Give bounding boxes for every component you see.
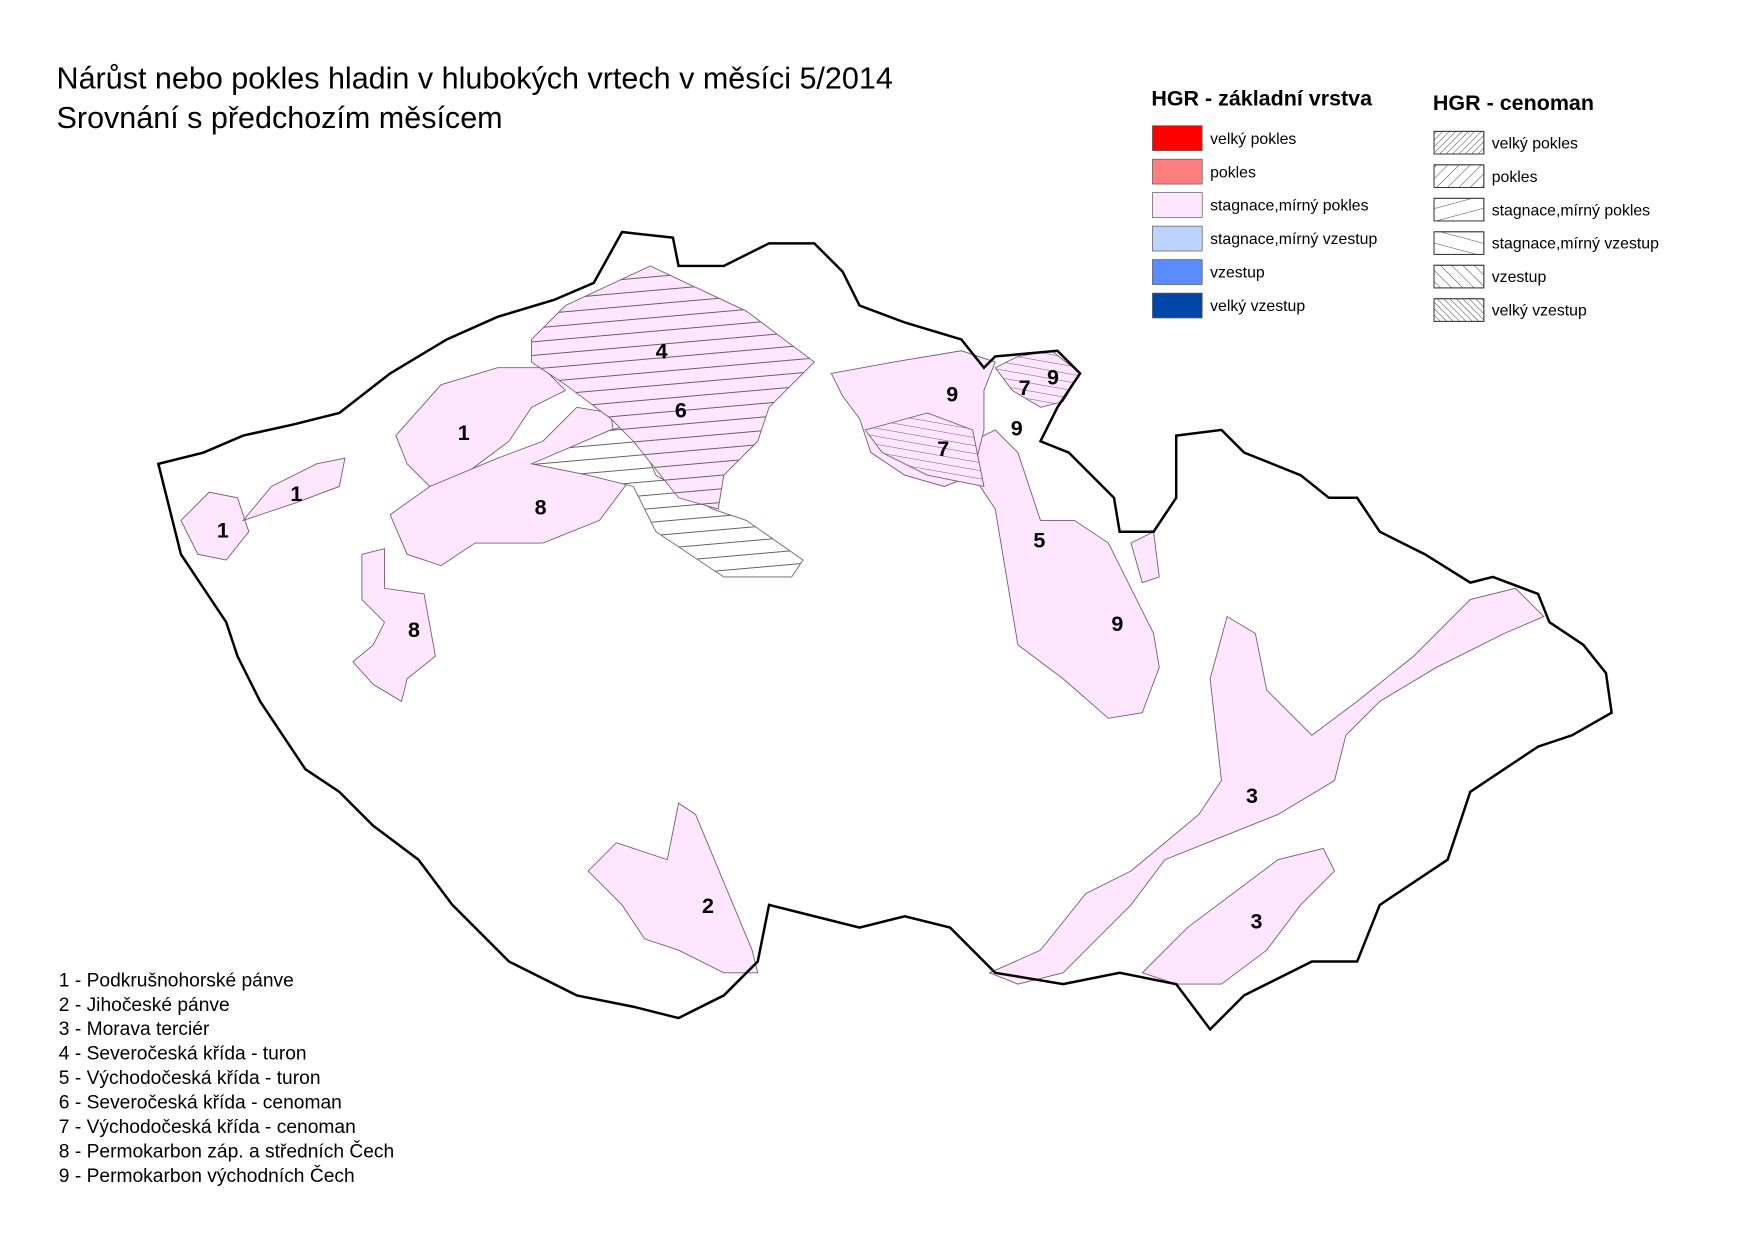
region-label: 9 (1011, 417, 1023, 441)
legend-label: pokles (1492, 169, 1538, 186)
region-label: 4 (656, 340, 668, 364)
region-label: 6 (675, 398, 687, 422)
country-border (156, 230, 1613, 1032)
legend-hatch (1433, 231, 1485, 255)
title: Nárůst nebo pokles hladin v hlubokých vr… (57, 61, 893, 95)
key-entry: 8 - Permokarbon záp. a středních Čech (59, 1140, 394, 1162)
region-label: 9 (1047, 366, 1059, 390)
legend-title: HGR - cenoman (1433, 91, 1594, 115)
legend-swatch (1152, 292, 1203, 319)
region-1 (241, 457, 346, 522)
key-entry: 9 - Permokarbon východních Čech (59, 1165, 355, 1187)
subtitle: Srovnání s předchozím měsícem (57, 101, 503, 135)
region-5 (972, 429, 1160, 719)
region-label: 7 (937, 437, 949, 461)
region-label: 3 (1246, 784, 1258, 808)
region-label: 2 (702, 894, 714, 918)
legend-swatch (1152, 259, 1203, 285)
legend-label: velký vzestup (1210, 298, 1305, 315)
map-regions (180, 265, 1545, 985)
region-2 (587, 802, 759, 974)
key-entry: 7 - Východočeská křída - cenoman (59, 1117, 356, 1138)
legend-hatch (1433, 264, 1485, 289)
region-label: 1 (458, 421, 470, 445)
region-label: 1 (290, 482, 302, 506)
legend-swatch (1152, 158, 1203, 185)
key-entry: 4 - Severočeská křída - turon (59, 1044, 307, 1065)
legend-swatch (1152, 192, 1203, 218)
legend-title: HGR - základní vrstva (1151, 86, 1373, 110)
region-1 (395, 367, 567, 487)
legend-hatch (1433, 298, 1485, 322)
region-3 (988, 587, 1545, 985)
key-entry: 1 - Podkrušnohorské pánve (59, 970, 294, 991)
dynamic-layer: velký pokles pokles stagnace,mírný pokles s… (59, 125, 1659, 1187)
legend-label: stagnace,mírný pokles (1492, 202, 1650, 219)
legend-label: pokles (1210, 164, 1256, 181)
legend-label: stagnace,mírný vzestup (1492, 236, 1659, 253)
legend-hatch (1433, 164, 1485, 188)
legend-swatch (1152, 125, 1203, 151)
key-entry: 6 - Severočeská křída - cenoman (59, 1093, 342, 1114)
region-3 (1141, 847, 1336, 985)
region-label: 7 (1019, 376, 1031, 400)
region-7 (864, 412, 985, 488)
legend-hatch (1433, 197, 1485, 222)
legend-label: stagnace,mírný vzestup (1210, 231, 1377, 248)
legend-label: stagnace,mírný pokles (1210, 198, 1368, 215)
region-label: 8 (535, 496, 547, 520)
region-label: 1 (217, 518, 229, 542)
key-entry: 3 - Morava terciér (59, 1019, 210, 1040)
legend-label: vzestup (1210, 265, 1265, 282)
legend-label: velký pokles (1492, 135, 1578, 152)
legend-swatch (1152, 225, 1203, 252)
region-8 (352, 548, 436, 703)
legend-label: velký vzestup (1492, 303, 1587, 320)
region-4-6 (531, 265, 815, 510)
region-label: 8 (408, 618, 420, 642)
region-label: 9 (1111, 612, 1123, 636)
key-entry: 2 - Jihočeské pánve (59, 995, 230, 1016)
legend-hatch (1433, 130, 1485, 155)
region-label: 9 (946, 383, 958, 407)
region-1 (180, 491, 250, 561)
region-5 (1130, 531, 1160, 584)
key-entry: 5 - Východočeská křída - turon (59, 1068, 321, 1089)
legend-label: velký pokles (1210, 131, 1296, 148)
legend-label: vzestup (1492, 269, 1547, 286)
region-label: 5 (1033, 529, 1045, 553)
region-label: 3 (1251, 910, 1263, 934)
